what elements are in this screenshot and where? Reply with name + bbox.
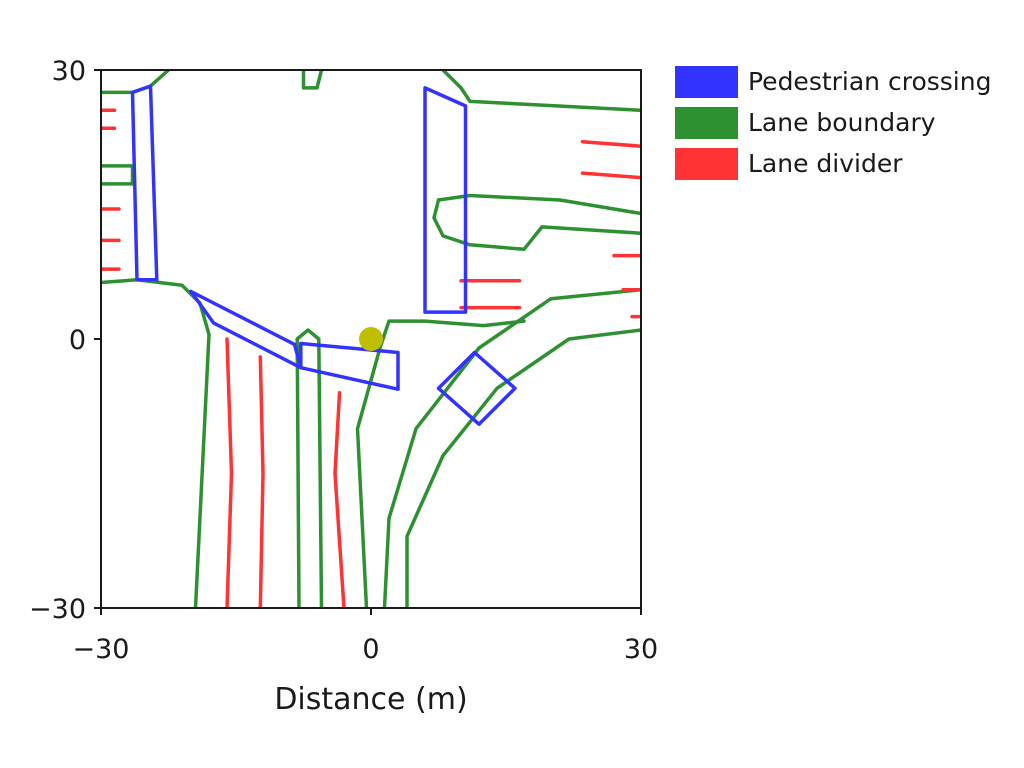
lane-boundary-polyline-7 <box>436 193 641 216</box>
x-axis-title: Distance (m) <box>274 682 467 717</box>
pedestrian-crossing-polyline-3 <box>299 341 400 391</box>
lane-divider-polyline-6 <box>258 355 265 608</box>
legend-label-pedestrian-crossing: Pedestrian crossing <box>748 67 991 96</box>
lane-boundary-polyline-5 <box>301 70 324 90</box>
lane-boundary-polyline-0 <box>101 70 171 95</box>
legend-swatch-pedestrian-crossing <box>675 66 738 98</box>
lane-divider-polyline-5 <box>225 337 234 608</box>
pedestrian-crossing-polyline-4 <box>436 350 517 426</box>
lane-boundary-polyline-3 <box>295 328 324 608</box>
map-layers <box>101 70 641 608</box>
y-tick-label-middle: 0 <box>69 325 86 356</box>
lane-divider-polyline-7 <box>333 391 346 608</box>
lane-boundary-polyline-4 <box>355 319 526 608</box>
legend: Pedestrian crossing Lane boundary Lane d… <box>675 66 991 180</box>
legend-swatch-lane-divider <box>675 148 738 180</box>
legend-label-lane-boundary: Lane boundary <box>748 108 936 137</box>
x-tick-label-right: 30 <box>624 634 658 665</box>
legend-label-lane-divider: Lane divider <box>748 149 903 178</box>
x-tick-label-left: −30 <box>73 634 130 665</box>
lane-boundary-polyline-9 <box>382 287 641 608</box>
lane-boundary-polyline-2 <box>101 278 211 608</box>
y-tick-label-bottom: −30 <box>29 594 86 625</box>
pedestrian-crossing-polyline-0 <box>130 84 159 282</box>
lane-divider-polyline-8 <box>580 139 641 148</box>
legend-swatch-lane-boundary <box>675 107 738 139</box>
lane-divider-polyline-9 <box>580 171 641 180</box>
lane-boundary-polyline-1 <box>101 164 135 186</box>
lane-boundary-polyline-8 <box>432 198 641 252</box>
lane-boundary-polyline-6 <box>441 70 641 113</box>
pedestrian-crossing-polyline-1 <box>423 86 468 314</box>
lane-boundary-polyline-10 <box>405 328 641 608</box>
x-tick-label-middle: 0 <box>362 634 379 665</box>
y-tick-label-top: 30 <box>52 56 86 87</box>
ego-vehicle-marker <box>359 327 383 351</box>
